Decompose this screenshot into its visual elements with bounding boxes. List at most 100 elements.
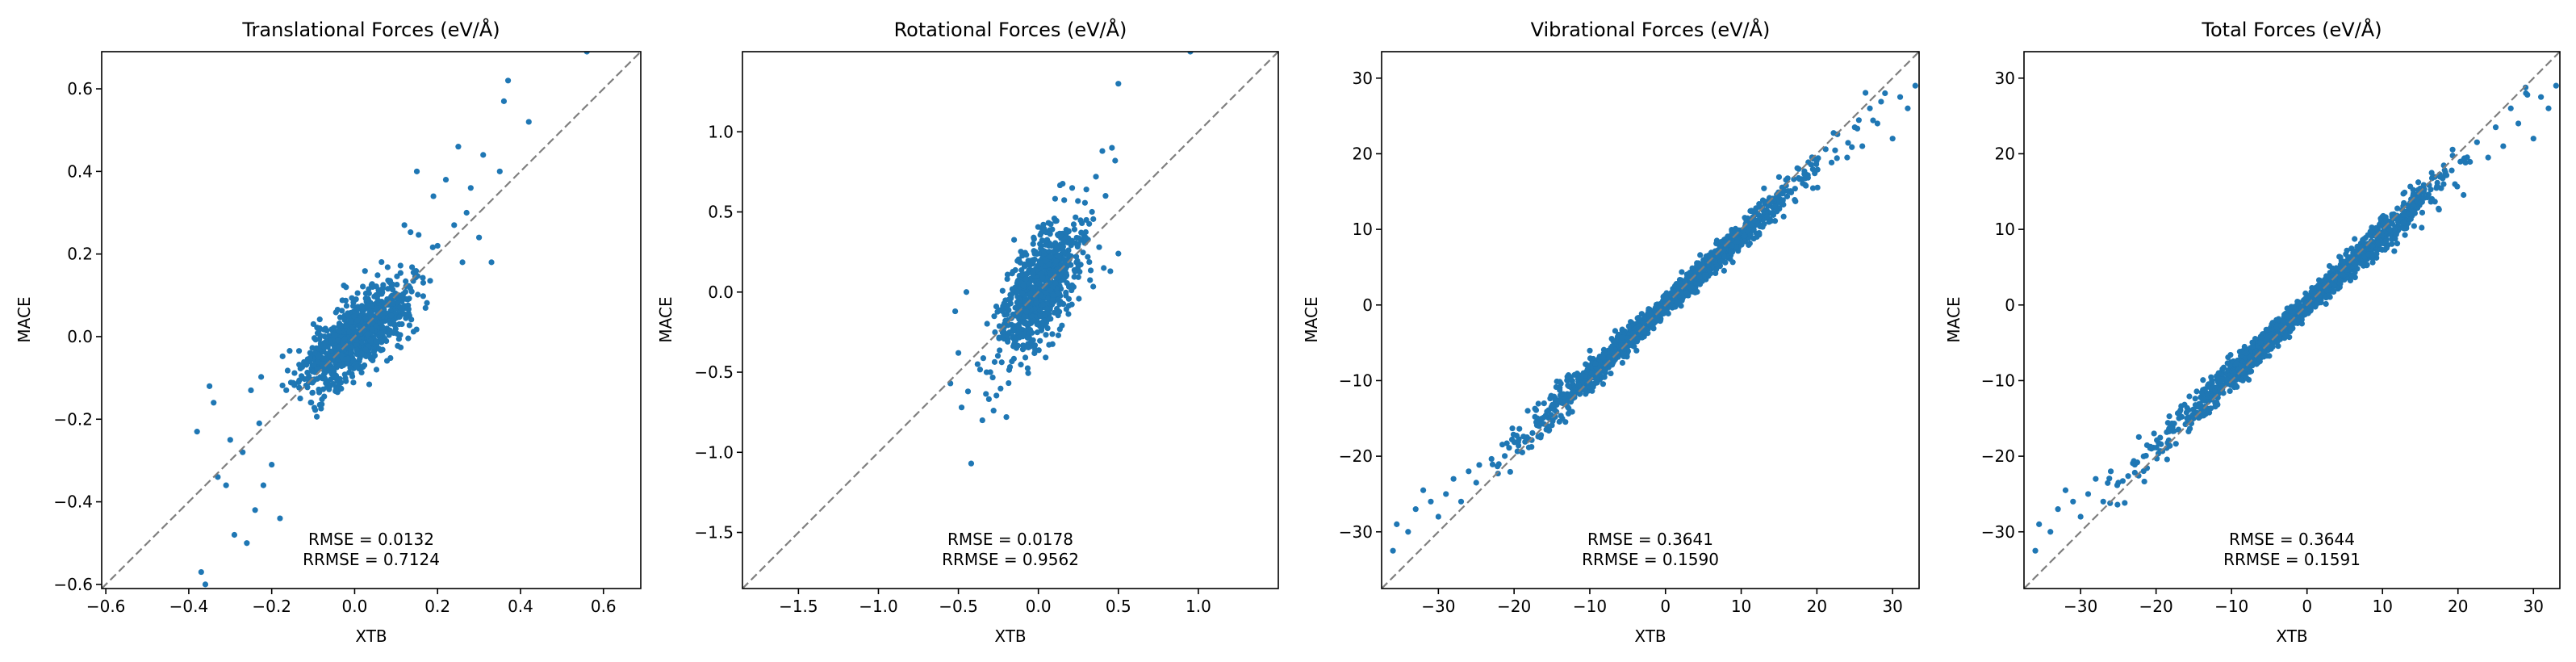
scatter-point — [1564, 374, 1570, 380]
scatter-point — [1627, 340, 1633, 346]
scatter-point — [1115, 81, 1122, 87]
scatter-point — [339, 297, 345, 304]
panel-title: Vibrational Forces (eV/Å) — [1531, 18, 1771, 41]
scatter-point — [2130, 460, 2136, 467]
scatter-point — [1041, 284, 1048, 291]
scatter-point — [1027, 262, 1033, 269]
scatter-point — [1071, 274, 1077, 280]
scatter-point — [296, 384, 303, 391]
scatter-point — [1024, 344, 1031, 350]
scatter-point — [420, 293, 426, 300]
scatter-point — [412, 274, 419, 281]
y-tick-label: −0.6 — [53, 575, 93, 594]
scatter-point — [336, 344, 342, 350]
scatter-point — [1759, 224, 1766, 230]
scatter-point — [381, 309, 387, 316]
scatter-point — [326, 386, 332, 392]
scatter-point — [1055, 296, 1061, 303]
scatter-point — [1014, 299, 1022, 305]
scatter-point — [1556, 418, 1562, 425]
scatter-point — [344, 360, 350, 367]
x-tick-label: −0.6 — [86, 597, 126, 616]
scatter-point — [488, 259, 495, 266]
scatter-point — [1508, 436, 1516, 443]
scatter-point — [2415, 179, 2422, 186]
scatter-point — [1754, 211, 1761, 218]
scatter-point — [968, 460, 975, 467]
scatter-point — [301, 358, 307, 366]
scatter-point — [1771, 203, 1778, 210]
scatter-point — [1048, 253, 1054, 260]
scatter-point — [2326, 262, 2333, 270]
scatter-point — [1813, 157, 1820, 164]
scatter-point — [2411, 209, 2418, 216]
scatter-point — [364, 331, 370, 337]
scatter-point — [361, 362, 368, 369]
scatter-point — [1027, 327, 1034, 333]
rmse-label: RMSE = 0.3641 — [1587, 530, 1713, 549]
scatter-point — [1695, 260, 1702, 266]
scatter-point — [1078, 229, 1085, 236]
scatter-point — [1792, 186, 1798, 192]
scatter-point — [1052, 280, 1059, 287]
scatter-point — [313, 413, 320, 420]
scatter-point — [1043, 305, 1050, 312]
scatter-point — [1545, 427, 1552, 434]
scatter-point — [1732, 227, 1738, 233]
scatter-point — [369, 303, 375, 309]
scatter-point — [1588, 371, 1595, 377]
scatter-point — [1071, 226, 1078, 233]
y-tick-label: 0.6 — [67, 79, 93, 98]
scatter-point — [309, 368, 316, 375]
scatter-point — [1055, 274, 1061, 281]
scatter-point — [403, 278, 409, 284]
scatter-point — [1565, 410, 1572, 417]
scatter-point — [455, 144, 462, 150]
scatter-point — [2361, 236, 2368, 242]
scatter-point — [315, 358, 321, 365]
y-tick-label: 0.5 — [708, 203, 734, 222]
scatter-point — [1749, 221, 1755, 228]
scatter-point — [1017, 259, 1023, 266]
scatter-point — [1045, 220, 1052, 226]
scatter-point — [343, 303, 350, 309]
scatter-point — [311, 362, 317, 368]
scatter-point — [2432, 199, 2438, 205]
scatter-point — [362, 316, 369, 322]
panel-total: Total Forces (eV/Å) −30 −20 −10 0 10 20 30−30−… — [1944, 18, 2561, 646]
scatter-point — [963, 289, 970, 295]
scatter-point — [1025, 258, 1031, 264]
scatter-point — [1552, 398, 1559, 404]
scatter-point — [1019, 290, 1026, 296]
scatter-point — [1085, 253, 1091, 260]
scatter-point — [312, 407, 319, 413]
scatter-point — [1033, 300, 1039, 306]
scatter-point — [358, 339, 365, 346]
scatter-point — [1082, 228, 1089, 236]
scatter-point — [1524, 408, 1531, 414]
scatter-point — [1081, 199, 1088, 206]
scatter-point — [1779, 186, 1786, 193]
scatter-point — [2323, 300, 2329, 308]
scatter-point — [1037, 232, 1043, 238]
scatter-point — [2344, 247, 2350, 253]
scatter-point — [1065, 311, 1072, 317]
scatter-point — [337, 314, 344, 321]
scatter-point — [1024, 334, 1031, 341]
scatter-point — [353, 346, 360, 354]
scatter-point — [284, 367, 291, 374]
scatter-point — [1794, 165, 1800, 171]
scatter-point — [2186, 393, 2193, 400]
scatter-point — [2402, 189, 2408, 196]
scatter-point — [1037, 312, 1043, 318]
x-tick-label: 1.0 — [1186, 597, 1211, 616]
panel-translational: Translational Forces (eV/Å) −0.6 −0.4 −0.2… — [15, 18, 642, 646]
scatter-point — [1089, 208, 1095, 216]
scatter-point — [1048, 287, 1054, 294]
scatter-point — [252, 507, 258, 513]
scatter-point — [1748, 207, 1754, 214]
scatter-point — [1015, 324, 1022, 330]
y-tick-label: −30 — [1339, 522, 1373, 542]
scatter-point — [1608, 370, 1614, 377]
scatter-point — [350, 303, 357, 309]
